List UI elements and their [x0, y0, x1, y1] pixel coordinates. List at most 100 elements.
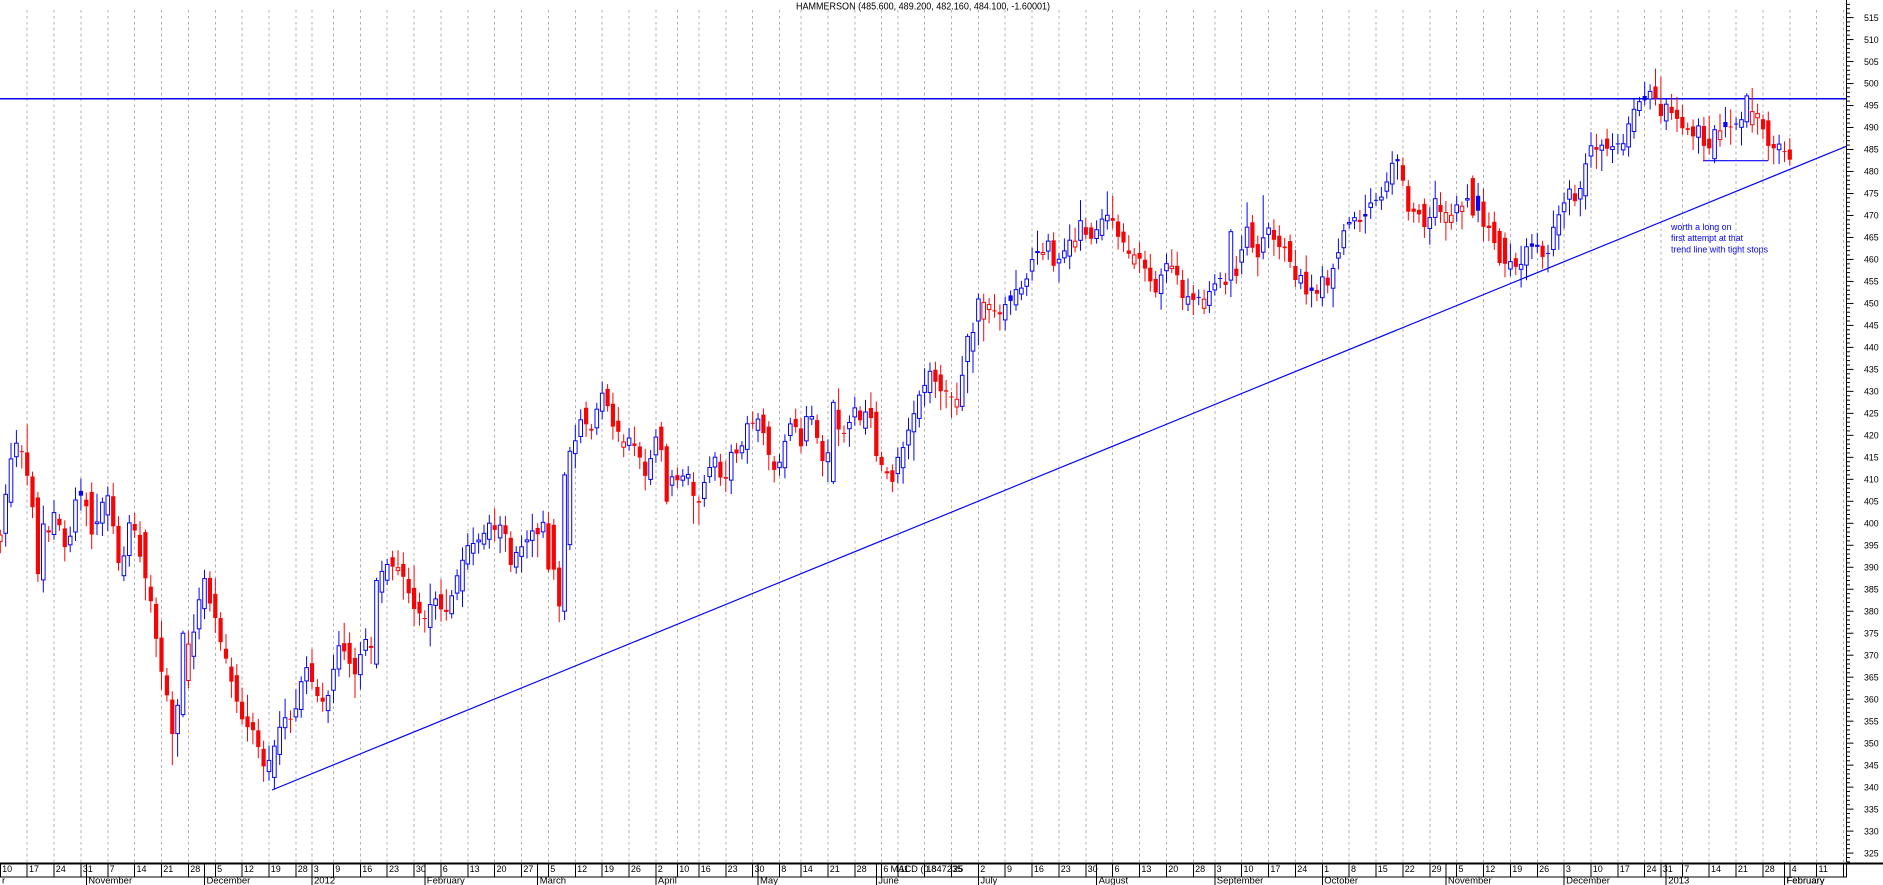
- svg-text:8: 8: [781, 864, 786, 874]
- svg-text:440: 440: [1864, 343, 1879, 353]
- svg-text:10: 10: [2, 864, 12, 874]
- svg-text:27: 27: [523, 864, 533, 874]
- svg-text:MACD (0.847235: MACD (0.847235: [891, 864, 963, 874]
- svg-text:405: 405: [1864, 497, 1879, 507]
- svg-text:19: 19: [1512, 864, 1522, 874]
- svg-text:515: 515: [1864, 13, 1879, 23]
- svg-text:26: 26: [1539, 864, 1549, 874]
- svg-text:HAMMERSON (485.600, 489.200, 4: HAMMERSON (485.600, 489.200, 482.160, 48…: [796, 2, 1050, 13]
- svg-text:390: 390: [1864, 563, 1879, 573]
- svg-text:October: October: [1324, 875, 1358, 885]
- svg-text:6: 6: [883, 864, 888, 874]
- svg-text:19: 19: [271, 864, 281, 874]
- svg-text:400: 400: [1864, 519, 1879, 529]
- svg-text:September: September: [1217, 875, 1263, 885]
- svg-text:20: 20: [1168, 864, 1178, 874]
- svg-text:430: 430: [1864, 387, 1879, 397]
- svg-text:3: 3: [314, 864, 319, 874]
- svg-text:31: 31: [83, 864, 93, 874]
- svg-text:December: December: [1566, 875, 1610, 885]
- svg-text:28: 28: [1765, 864, 1775, 874]
- svg-text:24: 24: [1297, 864, 1307, 874]
- svg-text:2013: 2013: [1668, 875, 1689, 885]
- svg-text:first attempt at that: first attempt at that: [1671, 233, 1743, 243]
- svg-text:9: 9: [335, 864, 340, 874]
- svg-text:420: 420: [1864, 431, 1879, 441]
- svg-text:18: 18: [926, 864, 936, 874]
- svg-text:2: 2: [980, 864, 985, 874]
- svg-text:30: 30: [755, 864, 765, 874]
- svg-text:November: November: [1448, 875, 1492, 885]
- svg-text:30: 30: [1088, 864, 1098, 874]
- svg-text:15: 15: [1378, 864, 1388, 874]
- svg-text:June: June: [878, 875, 899, 885]
- svg-text:28: 28: [857, 864, 867, 874]
- svg-text:April: April: [658, 875, 677, 885]
- svg-text:13: 13: [1141, 864, 1151, 874]
- svg-text:16: 16: [1034, 864, 1044, 874]
- svg-text:July: July: [980, 875, 997, 885]
- svg-text:485: 485: [1864, 145, 1879, 155]
- svg-text:February: February: [1787, 875, 1825, 885]
- svg-text:5: 5: [217, 864, 222, 874]
- svg-text:19: 19: [604, 864, 614, 874]
- svg-text:8: 8: [1351, 864, 1356, 874]
- svg-text:340: 340: [1864, 782, 1879, 792]
- svg-text:14: 14: [137, 864, 147, 874]
- svg-text:December: December: [207, 875, 251, 885]
- svg-text:worth a long on: worth a long on: [1670, 222, 1731, 232]
- svg-text:12: 12: [244, 864, 254, 874]
- svg-text:410: 410: [1864, 475, 1879, 485]
- svg-text:31: 31: [1663, 864, 1673, 874]
- svg-text:29: 29: [1432, 864, 1442, 874]
- svg-text:435: 435: [1864, 365, 1879, 375]
- svg-text:26: 26: [631, 864, 641, 874]
- svg-text:3: 3: [1566, 864, 1571, 874]
- svg-text:21: 21: [1738, 864, 1748, 874]
- svg-text:500: 500: [1864, 79, 1879, 89]
- svg-text:February: February: [1787, 875, 1825, 885]
- svg-text:22: 22: [1405, 864, 1415, 874]
- svg-text:28: 28: [1195, 864, 1205, 874]
- svg-text:13: 13: [470, 864, 480, 874]
- svg-text:465: 465: [1864, 233, 1879, 243]
- svg-text:trend line with tight stops: trend line with tight stops: [1671, 244, 1768, 254]
- svg-text:5: 5: [550, 864, 555, 874]
- svg-text:380: 380: [1864, 606, 1879, 616]
- svg-text:28: 28: [190, 864, 200, 874]
- svg-text:480: 480: [1864, 167, 1879, 177]
- svg-text:355: 355: [1864, 716, 1879, 726]
- svg-text:350: 350: [1864, 738, 1879, 748]
- svg-text:415: 415: [1864, 453, 1879, 463]
- svg-text:24: 24: [56, 864, 66, 874]
- svg-text:10: 10: [1593, 864, 1603, 874]
- svg-text:6: 6: [443, 864, 448, 874]
- svg-text:24: 24: [1647, 864, 1657, 874]
- svg-text:February: February: [427, 875, 465, 885]
- svg-text:375: 375: [1864, 628, 1879, 638]
- svg-text:445: 445: [1864, 321, 1879, 331]
- svg-text:23: 23: [1061, 864, 1071, 874]
- svg-text:14: 14: [1711, 864, 1721, 874]
- svg-text:23: 23: [728, 864, 738, 874]
- svg-text:460: 460: [1864, 255, 1879, 265]
- svg-text:10: 10: [679, 864, 689, 874]
- svg-text:2: 2: [658, 864, 663, 874]
- svg-text:360: 360: [1864, 694, 1879, 704]
- svg-text:March: March: [540, 875, 566, 885]
- svg-text:17: 17: [29, 864, 39, 874]
- svg-text:6: 6: [1115, 864, 1120, 874]
- svg-text:11: 11: [1819, 864, 1828, 874]
- svg-text:August: August: [1099, 875, 1129, 885]
- svg-text:November: November: [88, 875, 132, 885]
- svg-text:345: 345: [1864, 760, 1879, 770]
- svg-text:450: 450: [1864, 299, 1879, 309]
- svg-text:16: 16: [701, 864, 711, 874]
- svg-text:7: 7: [1684, 864, 1689, 874]
- svg-text:7: 7: [110, 864, 115, 874]
- svg-text:455: 455: [1864, 277, 1879, 287]
- svg-text:12: 12: [1485, 864, 1495, 874]
- svg-text:395: 395: [1864, 541, 1879, 551]
- svg-text:1: 1: [1324, 864, 1329, 874]
- svg-text:r: r: [2, 875, 5, 885]
